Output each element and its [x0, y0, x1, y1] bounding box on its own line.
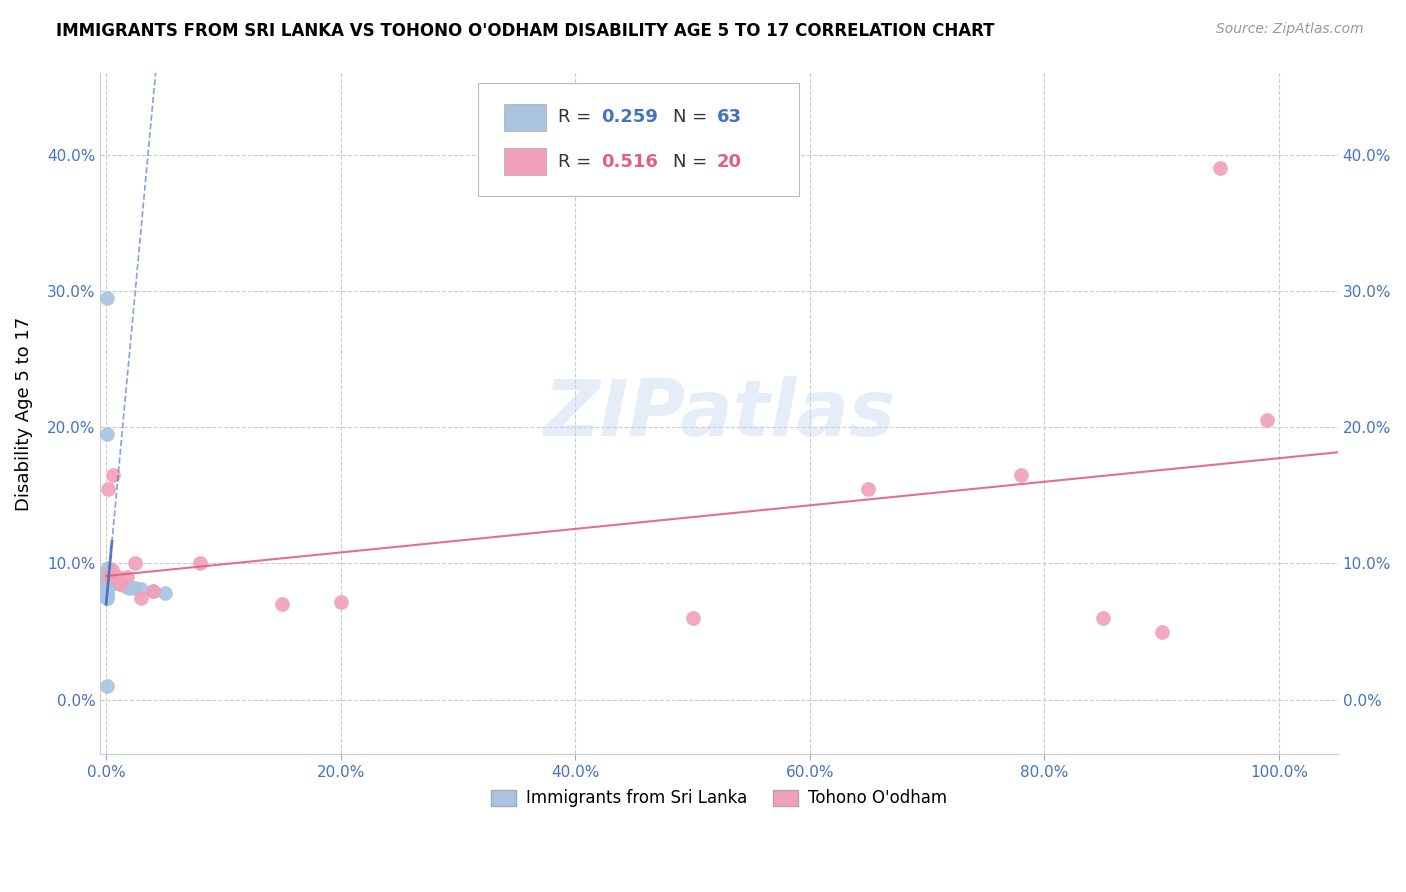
Point: [115, 580, 138, 594]
FancyBboxPatch shape: [503, 148, 546, 175]
Point: [96, 567, 118, 582]
Point: [96, 568, 118, 582]
Point: [96, 573, 118, 587]
Point: [97, 566, 120, 580]
Text: Source: ZipAtlas.com: Source: ZipAtlas.com: [1216, 22, 1364, 37]
Point: [96, 427, 118, 442]
Point: [96, 577, 118, 591]
Point: [97, 560, 120, 574]
Point: [271, 598, 294, 612]
Point: [96, 575, 118, 590]
Point: [111, 578, 134, 592]
Point: [107, 570, 129, 584]
Text: R =: R =: [558, 153, 598, 170]
Point: [98, 567, 121, 582]
Point: [96, 291, 118, 305]
Point: [98, 563, 121, 577]
Point: [129, 591, 152, 605]
Point: [96, 573, 118, 587]
Point: [108, 577, 131, 591]
Point: [96, 571, 118, 585]
Point: [329, 594, 352, 608]
Point: [1150, 624, 1173, 639]
Point: [114, 578, 136, 592]
Point: [142, 583, 165, 598]
Point: [101, 571, 124, 585]
Point: [96, 581, 118, 595]
Point: [96, 583, 118, 598]
Point: [124, 557, 146, 571]
Point: [104, 574, 127, 589]
Point: [1092, 611, 1115, 625]
Point: [101, 563, 124, 577]
Point: [98, 566, 121, 580]
Point: [153, 586, 176, 600]
FancyBboxPatch shape: [478, 83, 800, 195]
Point: [98, 567, 121, 582]
Point: [97, 568, 120, 582]
Point: [96, 568, 118, 582]
Point: [1256, 413, 1278, 427]
Point: [96, 571, 118, 585]
Text: N =: N =: [673, 108, 713, 127]
Point: [858, 482, 880, 496]
Point: [96, 679, 118, 693]
Point: [97, 482, 120, 496]
Point: [142, 583, 165, 598]
Point: [96, 570, 118, 584]
Point: [96, 570, 118, 584]
Point: [129, 582, 152, 597]
Point: [96, 566, 118, 580]
Point: [682, 611, 704, 625]
Point: [96, 591, 118, 605]
Point: [96, 583, 118, 598]
Point: [96, 577, 118, 591]
Point: [96, 570, 118, 584]
Text: IMMIGRANTS FROM SRI LANKA VS TOHONO O'ODHAM DISABILITY AGE 5 TO 17 CORRELATION C: IMMIGRANTS FROM SRI LANKA VS TOHONO O'OD…: [56, 22, 994, 40]
Point: [105, 575, 128, 590]
Point: [97, 567, 120, 582]
Point: [100, 570, 122, 584]
Point: [97, 563, 120, 577]
Point: [96, 570, 118, 584]
Point: [101, 573, 124, 587]
Text: R =: R =: [558, 108, 598, 127]
Point: [96, 580, 118, 594]
Point: [118, 581, 141, 595]
Point: [98, 568, 121, 582]
Legend: Immigrants from Sri Lanka, Tohono O'odham: Immigrants from Sri Lanka, Tohono O'odha…: [485, 782, 953, 814]
Point: [124, 581, 146, 595]
Text: ZIPatlas: ZIPatlas: [543, 376, 896, 451]
Y-axis label: Disability Age 5 to 17: Disability Age 5 to 17: [15, 317, 32, 511]
Point: [103, 573, 125, 587]
Point: [115, 570, 138, 584]
Point: [96, 565, 118, 579]
Point: [96, 574, 118, 589]
Point: [96, 581, 118, 595]
Point: [107, 575, 129, 590]
Text: N =: N =: [673, 153, 713, 170]
Point: [1209, 161, 1232, 176]
Point: [97, 563, 120, 577]
Point: [96, 563, 118, 577]
Text: 20: 20: [717, 153, 741, 170]
Text: 0.516: 0.516: [602, 153, 658, 170]
Point: [100, 568, 122, 582]
Point: [188, 557, 211, 571]
Point: [96, 580, 118, 594]
Point: [96, 566, 118, 580]
FancyBboxPatch shape: [503, 103, 546, 131]
Point: [96, 577, 118, 591]
Text: 63: 63: [717, 108, 741, 127]
Point: [97, 570, 120, 584]
Point: [97, 570, 120, 584]
Point: [108, 577, 131, 591]
Text: 0.259: 0.259: [602, 108, 658, 127]
Point: [101, 467, 124, 482]
Point: [1010, 467, 1032, 482]
Point: [96, 567, 118, 582]
Point: [96, 586, 118, 600]
Point: [97, 566, 120, 580]
Point: [96, 591, 118, 605]
